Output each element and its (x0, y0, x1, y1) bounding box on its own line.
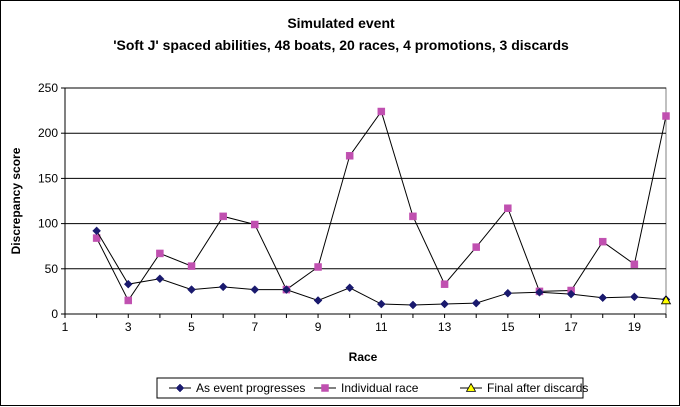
data-point (440, 280, 449, 288)
x-axis-ticks: 1 3 5 7 9 11 13 15 17 19 (62, 88, 667, 334)
data-point (472, 243, 480, 251)
data-point (282, 285, 291, 294)
x-tick-label: 13 (438, 320, 452, 334)
data-point (504, 204, 512, 212)
data-point (598, 293, 608, 303)
data-point (187, 262, 196, 270)
x-tick-label: 15 (501, 320, 515, 334)
gridlines (65, 87, 666, 270)
data-point (598, 237, 607, 246)
plot-area (64, 87, 667, 315)
data-point (409, 212, 417, 221)
x-tick-label: 17 (564, 320, 578, 334)
data-point (662, 112, 670, 120)
data-point (124, 296, 133, 305)
data-point (314, 263, 322, 271)
x-tick-label: 9 (315, 320, 322, 334)
legend-label: As event progresses (196, 381, 305, 395)
data-point (503, 288, 513, 298)
x-tick-label: 19 (628, 320, 642, 334)
data-point (155, 274, 165, 284)
data-point (218, 282, 228, 292)
y-axis-title: Discrepancy score (9, 147, 23, 254)
data-point (250, 285, 260, 294)
x-tick-label: 11 (375, 320, 388, 334)
legend-swatch-marker (321, 384, 329, 392)
y-tick-label: 0 (51, 307, 58, 321)
data-point (219, 212, 227, 221)
data-point (408, 300, 418, 310)
data-point (377, 107, 386, 116)
legend-items: As event progresses Individual race Final … (169, 381, 588, 395)
data-point (376, 299, 386, 309)
data-point (156, 249, 164, 258)
data-point (660, 295, 672, 305)
x-axis-title: Race (349, 350, 378, 364)
y-tick-label: 150 (38, 171, 58, 185)
y-axis-ticks: 0 50 100 150 200 250 (38, 81, 65, 321)
data-point (92, 226, 101, 236)
chart-title: Simulated event (287, 15, 395, 31)
data-point (187, 285, 196, 294)
data-point (345, 283, 355, 293)
data-point (535, 287, 544, 297)
x-tick-label: 5 (188, 320, 195, 334)
legend (156, 377, 584, 399)
series-3 (660, 295, 672, 305)
legend-swatch-marker (465, 382, 477, 392)
data-point (313, 296, 323, 305)
data-point (630, 260, 639, 269)
data-point (566, 289, 576, 299)
series-layer (92, 107, 672, 310)
chart-subtitle: 'Soft J' spaced abilities, 48 boats, 20 … (113, 37, 569, 53)
y-tick-label: 250 (38, 81, 58, 95)
data-point (251, 220, 259, 229)
legend-label: Individual race (341, 381, 419, 395)
legend-item: Individual race (314, 381, 419, 395)
x-tick-label: 7 (251, 320, 258, 334)
legend-item: As event progresses (169, 381, 305, 395)
data-point (630, 292, 639, 302)
y-tick-label: 200 (38, 126, 58, 140)
y-tick-label: 100 (38, 217, 58, 231)
data-point (345, 152, 354, 160)
x-tick-label: 1 (62, 320, 69, 334)
legend-label: Final after discards (487, 381, 588, 395)
y-tick-label: 50 (45, 262, 59, 276)
x-tick-label: 3 (125, 320, 132, 334)
series-1 (92, 226, 671, 310)
data-point (471, 298, 481, 308)
legend-swatch-marker (175, 383, 185, 393)
legend-item: Final after discards (460, 381, 588, 395)
data-point (123, 279, 133, 289)
data-point (440, 299, 449, 309)
